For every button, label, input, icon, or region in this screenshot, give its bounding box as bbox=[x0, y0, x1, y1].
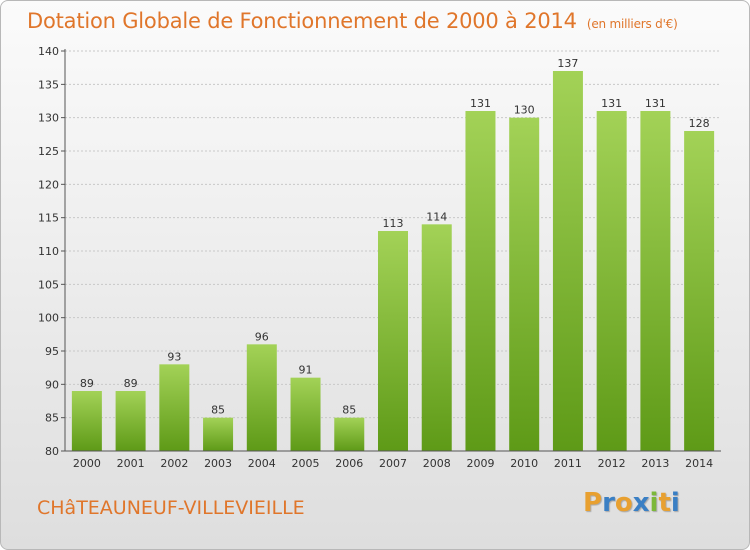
logo-letter: i bbox=[670, 488, 680, 518]
x-tick-label: 2007 bbox=[379, 457, 407, 470]
x-tick-label: 2004 bbox=[248, 457, 276, 470]
bar bbox=[115, 391, 146, 451]
y-tick-label: 100 bbox=[38, 312, 59, 325]
bar bbox=[509, 117, 540, 452]
data-label: 113 bbox=[383, 217, 404, 230]
x-tick-label: 2012 bbox=[598, 457, 626, 470]
data-label: 114 bbox=[426, 210, 447, 223]
chart-title: Dotation Globale de Fonctionnement de 20… bbox=[27, 9, 678, 33]
x-tick-label: 2008 bbox=[423, 457, 451, 470]
bar bbox=[246, 344, 277, 451]
data-label: 131 bbox=[645, 97, 666, 110]
bar bbox=[203, 417, 234, 451]
x-tick-label: 2002 bbox=[160, 457, 188, 470]
y-tick-label: 125 bbox=[38, 145, 59, 158]
logo-letter: x bbox=[632, 488, 650, 518]
bar bbox=[684, 131, 715, 451]
y-tick-label: 85 bbox=[45, 412, 59, 425]
bar bbox=[290, 377, 321, 451]
data-label: 130 bbox=[514, 104, 535, 117]
y-tick-label: 120 bbox=[38, 178, 59, 191]
bar bbox=[596, 111, 627, 451]
y-tick-label: 115 bbox=[38, 212, 59, 225]
data-label: 89 bbox=[124, 377, 138, 390]
x-tick-label: 2005 bbox=[292, 457, 320, 470]
x-tick-label: 2006 bbox=[335, 457, 363, 470]
data-label: 85 bbox=[211, 404, 225, 417]
data-label: 131 bbox=[470, 97, 491, 110]
data-label: 91 bbox=[299, 364, 313, 377]
axes: 80 85 90 95 100 105 110 115 120 125 130 135 140 2000 2… bbox=[38, 45, 721, 470]
x-tick-label: 2003 bbox=[204, 457, 232, 470]
x-tick-label: 2011 bbox=[554, 457, 582, 470]
data-label: 89 bbox=[80, 377, 94, 390]
data-label: 128 bbox=[689, 117, 710, 130]
y-tick-label: 110 bbox=[38, 245, 59, 258]
bar bbox=[421, 224, 452, 451]
bar bbox=[640, 111, 671, 451]
bar bbox=[159, 364, 190, 451]
data-label: 93 bbox=[167, 350, 181, 363]
logo-letter: r bbox=[602, 488, 615, 518]
bar bbox=[465, 111, 496, 451]
bar bbox=[71, 391, 102, 451]
x-tick-label: 2014 bbox=[685, 457, 713, 470]
data-label: 85 bbox=[342, 404, 356, 417]
y-tick-label: 105 bbox=[38, 278, 59, 291]
proxiti-logo: Proxiti bbox=[583, 488, 680, 518]
data-label: 137 bbox=[557, 57, 578, 70]
bar bbox=[552, 71, 583, 451]
x-tick-label: 2000 bbox=[73, 457, 101, 470]
y-tick-label: 90 bbox=[45, 378, 59, 391]
x-tick-label: 2001 bbox=[117, 457, 145, 470]
bars: 89 89 93 85 96 91 85 113 114 131 130 137 131 131 128 bbox=[71, 57, 715, 452]
chart-subtitle: (en milliers d'€) bbox=[586, 17, 678, 31]
y-tick-label: 130 bbox=[38, 112, 59, 125]
y-tick-label: 140 bbox=[38, 45, 59, 58]
x-tick-label: 2013 bbox=[641, 457, 669, 470]
bar bbox=[334, 417, 365, 451]
bar bbox=[378, 231, 408, 451]
x-tick-label: 2009 bbox=[466, 457, 494, 470]
logo-letter: i bbox=[649, 488, 659, 518]
logo-letter: o bbox=[614, 488, 633, 518]
x-tick-label: 2010 bbox=[510, 457, 538, 470]
data-label: 96 bbox=[255, 330, 269, 343]
commune-name: CHâTEAUNEUF-VILLEVIEILLE bbox=[37, 497, 305, 519]
logo-letter: P bbox=[583, 488, 603, 518]
y-tick-label: 80 bbox=[45, 445, 59, 458]
y-tick-label: 135 bbox=[38, 78, 59, 91]
logo-letter: t bbox=[658, 488, 671, 518]
data-label: 131 bbox=[601, 97, 622, 110]
y-tick-label: 95 bbox=[45, 345, 59, 358]
chart-title-text: Dotation Globale de Fonctionnement de 20… bbox=[27, 9, 577, 33]
